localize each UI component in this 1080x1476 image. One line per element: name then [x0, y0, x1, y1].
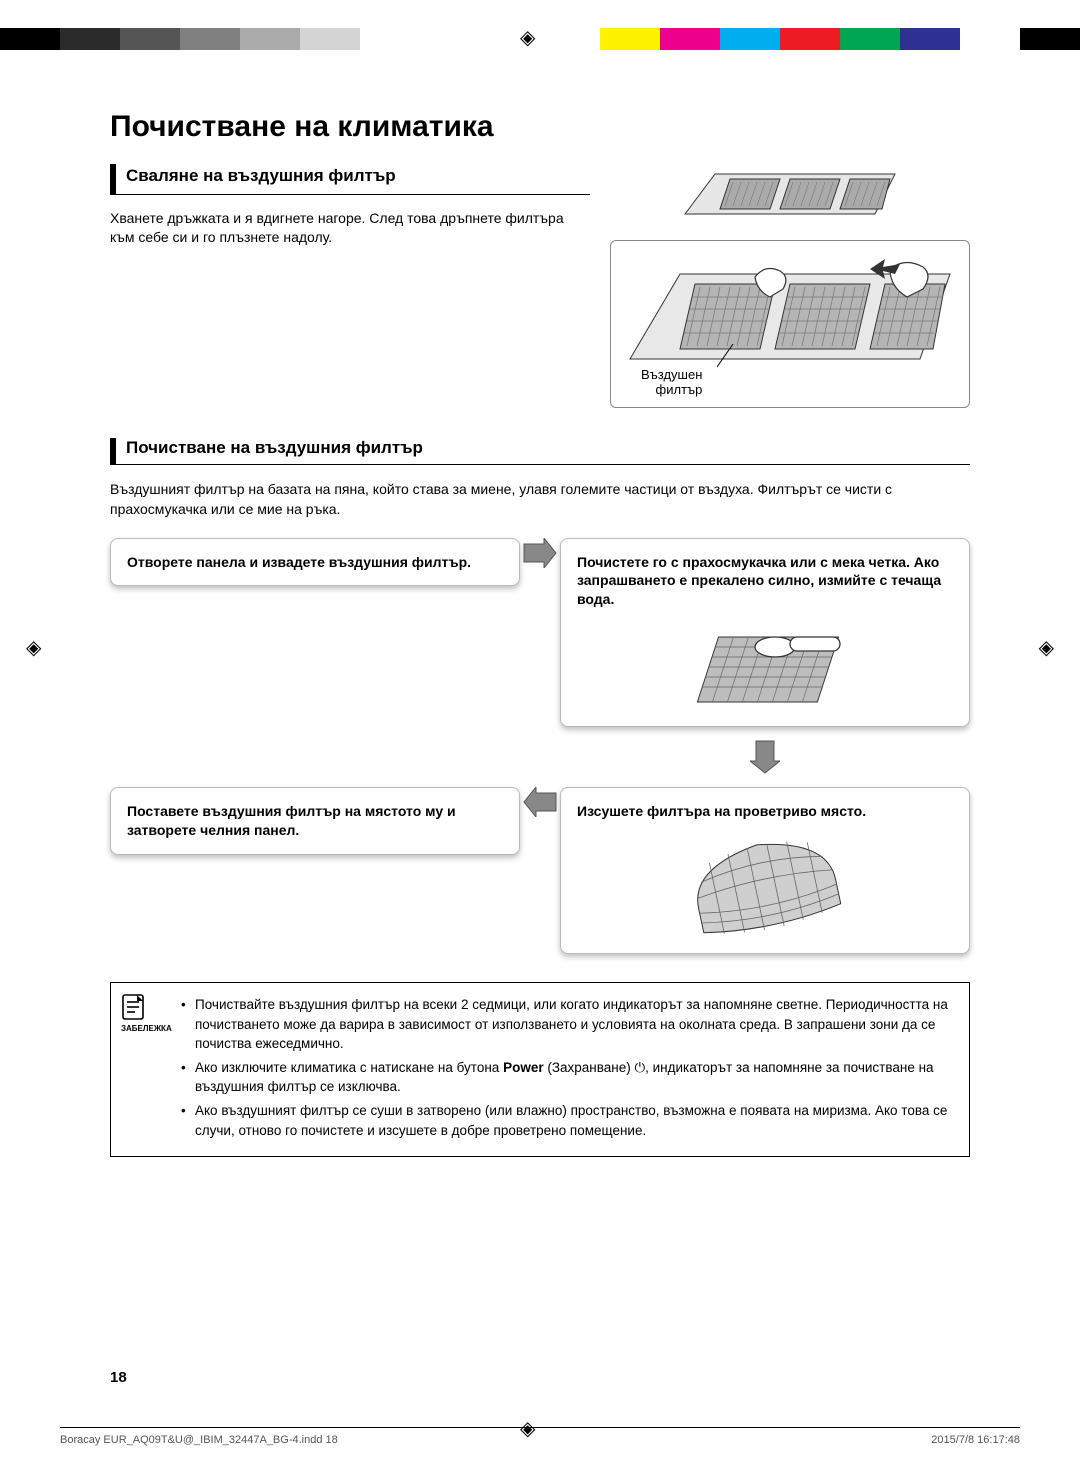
arrow-right-icon	[520, 538, 560, 568]
registration-mark-icon: ◈	[1039, 635, 1054, 660]
step-4-text: Поставете въздушния филтър на мястото му…	[127, 803, 456, 838]
step-1-text: Отворете панела и извадете въздушния фил…	[127, 554, 471, 570]
footer-file: Boracay EUR_AQ09T&U@_IBIM_32447A_BG-4.in…	[60, 1434, 338, 1446]
filter-illustration-label: Въздушен филтър	[641, 367, 702, 397]
step-2-illustration	[577, 617, 953, 712]
page-number: 18	[110, 1369, 127, 1386]
filter-main-illustration: Въздушен филтър	[610, 240, 970, 408]
footer-timestamp: 2015/7/8 16:17:48	[931, 1434, 1020, 1446]
section-heading-clean-filter: Почистване на въздушния филтър	[110, 438, 970, 465]
print-footer: Boracay EUR_AQ09T&U@_IBIM_32447A_BG-4.in…	[60, 1427, 1020, 1446]
step-2-text: Почистете го с прахосмукачка или с мека …	[577, 554, 941, 608]
step-3-illustration	[577, 829, 953, 939]
note-item: Ако изключите климатика с натискане на б…	[181, 1058, 955, 1097]
step-4-box: Поставете въздушния филтър на мястото му…	[110, 787, 520, 855]
note-label: ЗАБЕЛЕЖКА	[121, 1023, 172, 1035]
note-box: ЗАБЕЛЕЖКА Почиствайте въздушния филтър н…	[110, 982, 970, 1157]
note-icon: ЗАБЕЛЕЖКА	[121, 993, 172, 1035]
note-item: Почиствайте въздушния филтър на всеки 2 …	[181, 995, 955, 1054]
steps-diagram: Отворете панела и извадете въздушния фил…	[110, 538, 970, 955]
registration-mark-icon: ◈	[26, 635, 41, 660]
arrow-left-icon	[520, 787, 560, 817]
step-3-box: Изсушете филтъра на проветриво място.	[560, 787, 970, 954]
page-content: Почистване на климатика Сваляне на възду…	[110, 110, 970, 1406]
note-list: Почиствайте въздушния филтър на всеки 2 …	[181, 995, 955, 1140]
step-2-box: Почистете го с прахосмукачка или с мека …	[560, 538, 970, 728]
note-item: Ако въздушният филтър се суши в затворен…	[181, 1101, 955, 1140]
section-body-remove-filter: Хванете дръжката и я вдигнете нагоре. Сл…	[110, 209, 590, 248]
arrow-down-icon	[560, 739, 970, 775]
page-title: Почистване на климатика	[110, 110, 970, 144]
step-3-text: Изсушете филтъра на проветриво място.	[577, 803, 866, 819]
section-heading-remove-filter: Сваляне на въздушния филтър	[110, 164, 590, 195]
registration-mark-icon: ◈	[520, 25, 535, 50]
step-1-box: Отворете панела и извадете въздушния фил…	[110, 538, 520, 587]
registration-color-bar	[0, 28, 1080, 50]
filter-top-illustration	[610, 164, 970, 234]
section-body-clean-filter: Въздушният филтър на базата на пяна, кой…	[110, 479, 970, 520]
